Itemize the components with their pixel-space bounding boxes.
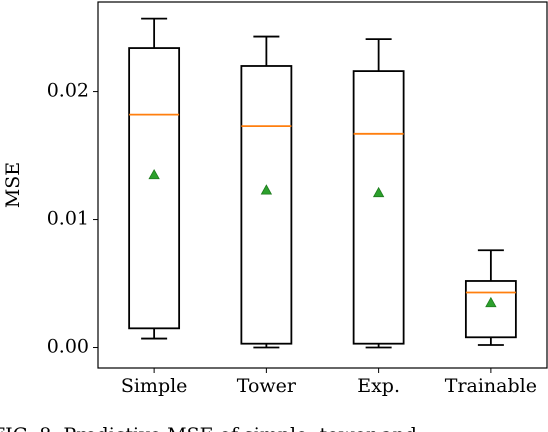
mean-marker <box>148 168 160 180</box>
box <box>128 47 181 330</box>
x-tick-label: Exp. <box>357 375 400 397</box>
box <box>464 280 517 339</box>
x-tick-label: Simple <box>121 375 188 397</box>
mean-marker <box>372 186 385 198</box>
box <box>240 65 293 345</box>
y-tick-label: 0.00 <box>47 336 89 358</box>
x-tick-label: Trainable <box>445 375 537 397</box>
box <box>352 70 405 345</box>
y-tick-label: 0.01 <box>47 208 89 230</box>
axes-frame <box>97 1 548 369</box>
y-tick-label: 0.02 <box>47 80 89 102</box>
x-tick-label: Tower <box>237 375 297 397</box>
caption: FIG. 8. Predictive MSE of simple, tower … <box>0 424 417 432</box>
mean-marker <box>260 184 273 195</box>
mean-marker <box>485 296 497 308</box>
y-axis-label: MSE <box>2 162 24 208</box>
